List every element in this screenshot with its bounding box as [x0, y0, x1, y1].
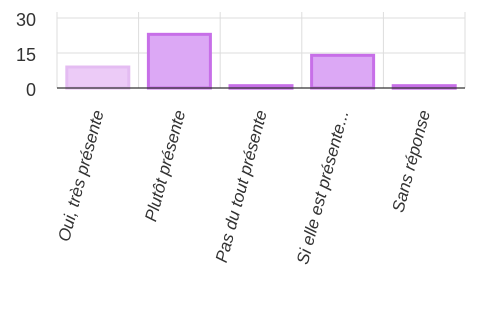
x-category-label: Plutôt présente	[141, 108, 189, 223]
bar[interactable]	[65, 65, 131, 90]
x-category-label: Oui, très présente	[54, 108, 107, 243]
bar[interactable]	[146, 32, 212, 90]
y-axis-tick-labels: 30 15 0	[16, 10, 36, 100]
x-axis-category-labels: Oui, très présente Plutôt présente Pas d…	[54, 108, 434, 266]
y-tick-label: 15	[16, 45, 36, 65]
x-category-label: Pas du tout présente	[212, 108, 271, 264]
y-tick-label: 0	[26, 80, 36, 100]
y-tick-label: 30	[16, 10, 36, 30]
x-category-label: Sans réponse	[389, 108, 435, 214]
x-category-label: Si elle est présente...	[293, 108, 352, 266]
bars	[65, 32, 457, 90]
grid-lines	[56, 12, 466, 88]
bar[interactable]	[310, 53, 376, 90]
